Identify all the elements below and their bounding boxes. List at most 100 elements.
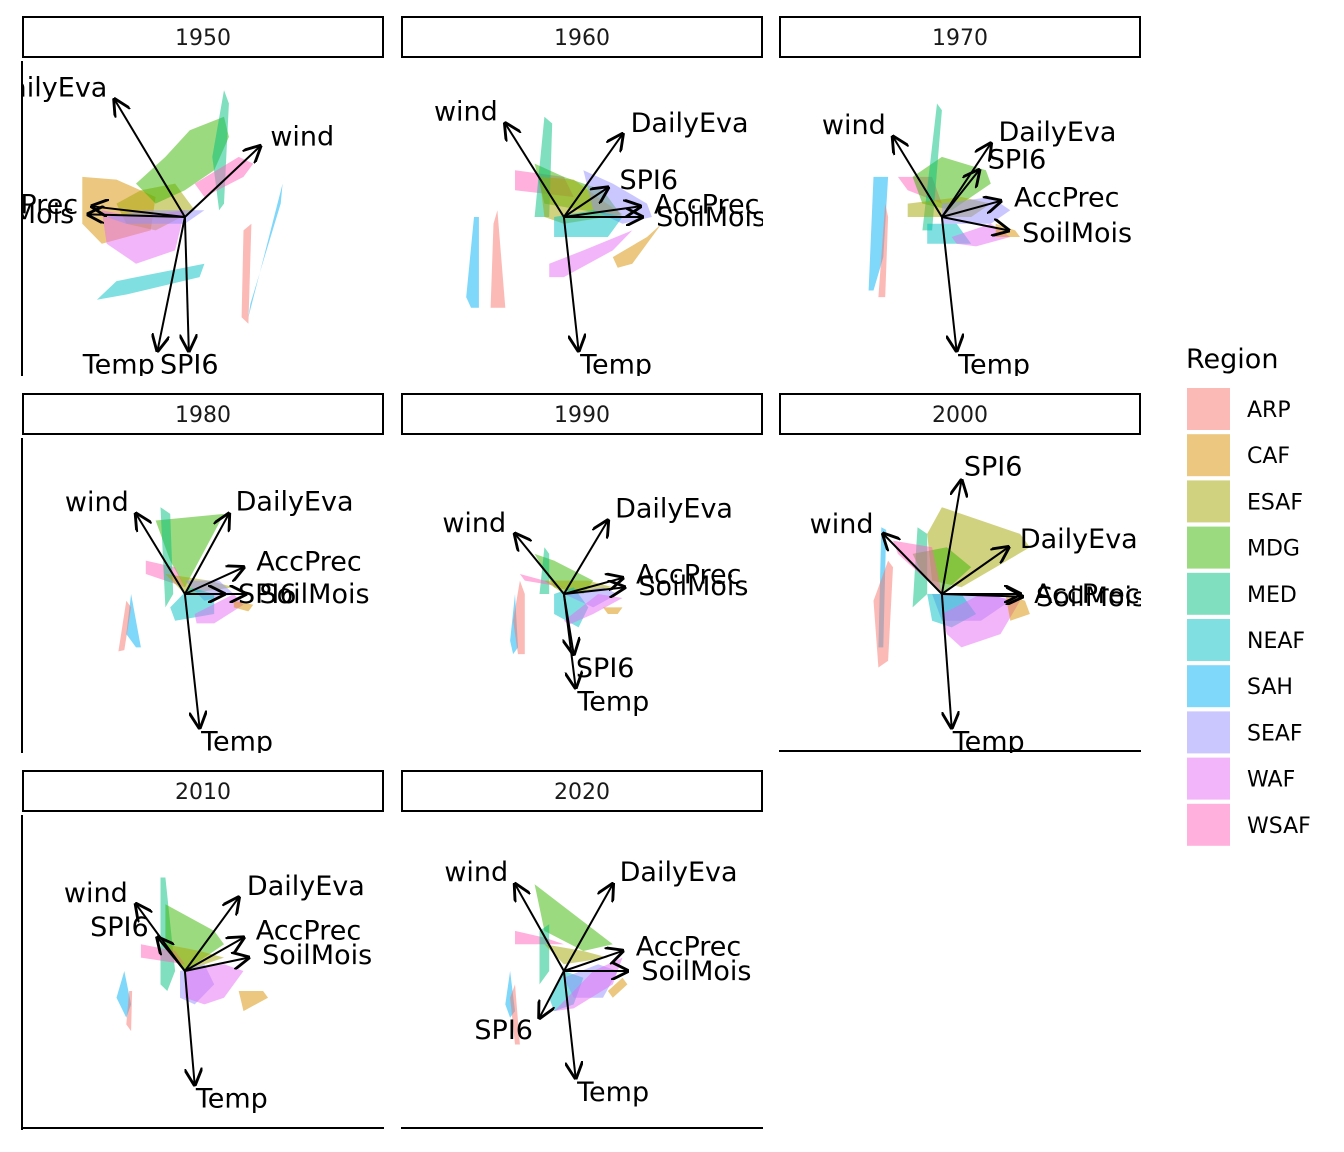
loading-label-soilmois: SoilMois [641,956,751,987]
facet-strip [401,393,763,435]
hull-sah [868,176,889,291]
loading-label-dailyeva: DailyEva [615,494,733,525]
hull-waf [184,964,244,1005]
hull-waf [941,594,1021,648]
loading-label-wind: wind [270,122,334,153]
legend-key [1187,388,1230,430]
legend-label: NEAF [1247,629,1305,654]
hull-mdg [136,116,229,204]
hull-arp [878,203,889,298]
loading-label-dailyeva: DailyEva [0,72,107,103]
hull-sah [466,217,479,308]
loading-arrow-dailyeva [941,547,1008,595]
facet-label: 2000 [932,403,988,428]
hull-arp [126,991,133,1032]
legend-label: MED [1247,583,1297,608]
loading-arrow-temp [562,593,576,687]
hull-arp [241,223,252,324]
facet-label: 1960 [554,26,610,51]
legend-item-caf: CAF [1187,434,1290,477]
loading-arrow-dailyeva [184,514,229,595]
legend-label: CAF [1247,444,1290,469]
loading-label-dailyeva: DailyEva [236,487,354,518]
hull-caf [612,223,662,268]
loading-label-wind: wind [64,878,128,909]
loading-label-temp: Temp [200,726,273,757]
hull-med [212,90,229,211]
legend-item-wsaf: WSAF [1187,803,1311,846]
legend-item-arp: ARP [1187,388,1291,430]
loading-label-spi6: SPI6 [576,653,635,684]
loading-label-soilmois: SoilMois [259,579,369,610]
hull-mdg [155,513,224,588]
facet-panels: 1950DailyEvawindAccPrecSoilMoisTempSPI61… [0,16,1141,1130]
legend-item-med: MED [1187,572,1297,615]
loading-arrow-temp [158,216,186,351]
legend-key [1187,757,1230,800]
loading-label-spi6: SPI6 [620,165,679,196]
loading-arrow-dailyeva [563,521,608,595]
loading-arrow-dailyeva [563,134,623,218]
hull-caf [603,607,623,614]
facet-label: 1950 [175,26,231,51]
loading-arrow-accprec [563,951,623,972]
loading-label-spi6: SPI6 [90,912,149,943]
loading-label-dailyeva: DailyEva [1020,524,1138,555]
loading-arrow-dailyeva [563,884,613,972]
loading-arrow-wind [136,514,186,595]
hull-med [539,924,550,985]
loading-label-temp: Temp [579,349,652,380]
legend-label: MDG [1247,537,1300,562]
hull-arp [490,210,506,308]
loading-label-wind: wind [442,508,506,539]
loading-arrow-spi6 [941,170,979,218]
loading-arrow-temp [940,216,957,351]
loading-arrow-dailyeva [184,898,239,972]
loading-arrow-accprec [941,201,1001,218]
legend-label: SEAF [1247,721,1303,746]
legend-item-waf: WAF [1187,757,1295,800]
hull-esaf [544,944,608,965]
loading-arrow-spi6 [940,480,962,595]
hull-neaf [96,263,205,300]
loading-label-dailyeva: DailyEva [631,108,749,139]
loading-label-temp: Temp [952,727,1025,758]
legend-key [1187,480,1230,523]
facet-label: 2020 [554,780,610,805]
loading-arrow-temp [562,970,576,1078]
hull-wsaf [515,930,564,945]
hull-arp [510,984,520,1045]
loading-label-dailyeva: DailyEva [620,857,738,888]
loading-arrow-temp [183,970,195,1085]
hull-caf [607,977,628,998]
hull-caf [238,991,268,1012]
legend-item-neaf: NEAF [1187,619,1305,661]
legend-label: WSAF [1247,814,1311,839]
loading-label-wind: wind [822,110,886,141]
loading-label-accprec: AccPrec [654,189,759,220]
loading-arrow-temp [183,593,200,728]
loading-label-accprec: AccPrec [1014,182,1119,213]
loading-label-spi6: SPI6 [988,144,1047,175]
legend-item-sah: SAH [1187,665,1293,708]
loading-label-spi6: SPI6 [238,579,297,610]
loading-arrow-spi6 [185,216,189,351]
loading-label-soilmois: SoilMois [1022,218,1132,249]
loading-label-temp: Temp [576,686,649,717]
legend-label: ESAF [1247,490,1303,515]
loading-label-soilmois: SoilMois [656,202,766,233]
legend-key [1187,619,1230,661]
legend-label: ARP [1247,398,1291,423]
loading-arrow-soilmois [563,587,625,594]
legend-key [1187,526,1230,569]
loading-arrow-soilmois [941,594,1022,597]
legend-label: SAH [1247,675,1293,700]
legend-key [1187,434,1230,477]
